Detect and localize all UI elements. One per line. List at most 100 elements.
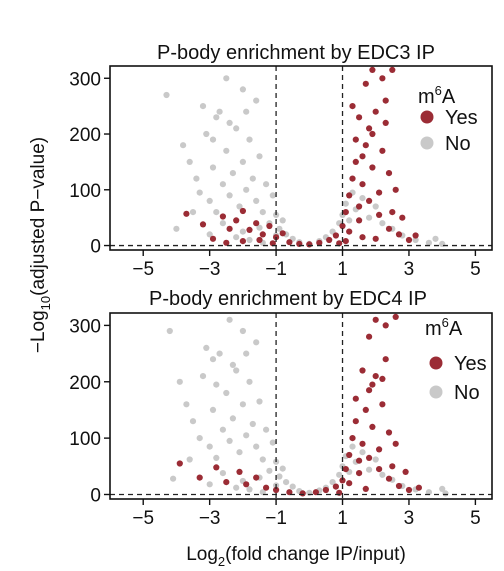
edc3-y-tick-label: 0 bbox=[90, 237, 101, 258]
edc3-y-tick-label: 100 bbox=[69, 181, 101, 202]
edc4-x-tick-label: 5 bbox=[470, 508, 481, 529]
edc3-point-yes bbox=[352, 136, 359, 143]
edc4-point-yes bbox=[405, 486, 413, 494]
edc3-legend-yes-label: Yes bbox=[445, 107, 478, 129]
edc3-y-tick-label: 200 bbox=[69, 125, 101, 146]
edc4-point-yes bbox=[312, 489, 319, 496]
edc4-y-tick-label: 0 bbox=[90, 485, 101, 506]
edc4-reference-lines bbox=[110, 313, 492, 499]
edc3-point-yes bbox=[389, 66, 396, 73]
edc3-legend-title: m6A bbox=[418, 83, 456, 108]
edc3-point-yes bbox=[382, 119, 389, 126]
edc3-point-no bbox=[206, 231, 213, 238]
edc3-axis-ticks: −5 −3 −1 1 3 5 0 100 200 300 bbox=[69, 69, 480, 280]
edc3-point-no bbox=[246, 236, 253, 244]
edc4-point-yes bbox=[253, 474, 260, 481]
edc3-point-no bbox=[346, 217, 353, 224]
edc4-legend-title: m6A bbox=[425, 315, 463, 340]
edc4-point-yes bbox=[366, 454, 373, 461]
edc4-point-yes bbox=[332, 483, 339, 490]
edc3-legend-no-label: No bbox=[445, 133, 471, 155]
edc4-point-no bbox=[283, 479, 290, 486]
edc4-point-yes bbox=[392, 440, 399, 447]
edc4-chart-title: P-body enrichment by EDC4 IP bbox=[149, 288, 427, 310]
edc3-point-yes bbox=[372, 235, 379, 242]
edc3-x-tick-label: −5 bbox=[132, 259, 154, 280]
edc4-point-no bbox=[379, 471, 386, 478]
shared-y-axis-label: −Log10(adjusted P−value) bbox=[28, 137, 53, 353]
edc3-point-no bbox=[226, 119, 233, 126]
edc3-point-yes bbox=[233, 217, 240, 224]
edc3-point-yes bbox=[349, 103, 356, 110]
edc3-x-tick-label: 1 bbox=[337, 259, 348, 280]
edc3-point-yes bbox=[342, 209, 349, 216]
edc4-point-yes bbox=[366, 333, 373, 340]
edc4-point-layer bbox=[166, 313, 449, 497]
edc3-point-no bbox=[236, 203, 243, 210]
edc3-x-tick-label: −3 bbox=[199, 259, 221, 280]
edc3-point-yes bbox=[359, 181, 366, 188]
edc4-point-yes bbox=[382, 322, 389, 329]
edc3-point-yes bbox=[336, 240, 343, 247]
edc3-point-no bbox=[432, 235, 439, 242]
edc4-point-yes bbox=[385, 475, 393, 482]
edc4-point-yes bbox=[339, 477, 346, 484]
edc4-point-yes bbox=[415, 484, 422, 491]
edc4-point-yes bbox=[385, 429, 393, 436]
edc3-point-no bbox=[199, 103, 207, 110]
edc4-y-tick-label: 100 bbox=[69, 429, 101, 450]
edc4-point-no bbox=[336, 471, 343, 478]
edc4-point-no bbox=[439, 485, 446, 492]
edc3-point-yes bbox=[339, 222, 346, 230]
edc4-point-yes bbox=[196, 474, 203, 481]
edc4-point-no bbox=[219, 426, 226, 433]
edc4-point-no bbox=[372, 456, 379, 463]
edc3-point-yes bbox=[346, 192, 353, 199]
edc3-point-no bbox=[253, 97, 260, 104]
edc3-point-yes bbox=[366, 197, 373, 204]
edc4-point-no bbox=[243, 432, 250, 439]
edc4-point-no bbox=[239, 327, 246, 335]
edc4-legend-no-swatch bbox=[429, 385, 443, 399]
edc4-point-yes bbox=[376, 446, 383, 453]
edc4-point-no bbox=[206, 443, 213, 450]
edc3-point-no bbox=[206, 197, 213, 204]
edc4-x-tick-label: 3 bbox=[404, 508, 415, 529]
edc3-point-yes bbox=[346, 228, 353, 235]
edc3-point-yes bbox=[366, 125, 373, 132]
edc3-point-no bbox=[412, 236, 419, 244]
edc3-point-no bbox=[239, 228, 246, 235]
edc4-x-tick-label: −5 bbox=[132, 508, 154, 529]
edc3-point-yes bbox=[385, 225, 393, 232]
edc3-point-yes bbox=[389, 209, 396, 216]
edc3-point-no bbox=[219, 181, 226, 188]
edc4-point-yes bbox=[389, 463, 396, 470]
edc3-point-no bbox=[223, 147, 230, 154]
edc3-point-no bbox=[229, 170, 236, 177]
edc3-point-no bbox=[233, 125, 240, 132]
edc3-point-yes bbox=[183, 210, 190, 217]
edc4-point-yes bbox=[379, 401, 386, 408]
edc3-point-yes bbox=[369, 130, 376, 138]
edc3-x-tick-label: 5 bbox=[470, 259, 481, 280]
edc4-point-yes bbox=[176, 460, 183, 467]
edc3-point-yes bbox=[372, 108, 379, 115]
edc3-point-yes bbox=[356, 203, 363, 210]
edc4-point-no bbox=[425, 489, 432, 496]
edc4-point-yes bbox=[362, 485, 369, 492]
edc4-point-no bbox=[206, 481, 213, 488]
edc4-point-no bbox=[349, 443, 356, 450]
edc3-point-yes bbox=[326, 236, 333, 244]
edc3-y-tick-label: 300 bbox=[69, 69, 101, 90]
edc3-point-yes bbox=[306, 241, 313, 248]
edc4-point-yes bbox=[243, 481, 250, 488]
edc4-point-no bbox=[329, 479, 336, 486]
edc3-point-yes bbox=[239, 238, 246, 245]
edc3-legend: m6A Yes No bbox=[418, 83, 478, 155]
edc4-point-no bbox=[226, 437, 233, 444]
edc4-point-yes bbox=[402, 468, 409, 475]
edc4-point-yes bbox=[372, 316, 379, 323]
edc4-point-yes bbox=[362, 406, 369, 413]
edc4-point-yes bbox=[236, 468, 243, 475]
